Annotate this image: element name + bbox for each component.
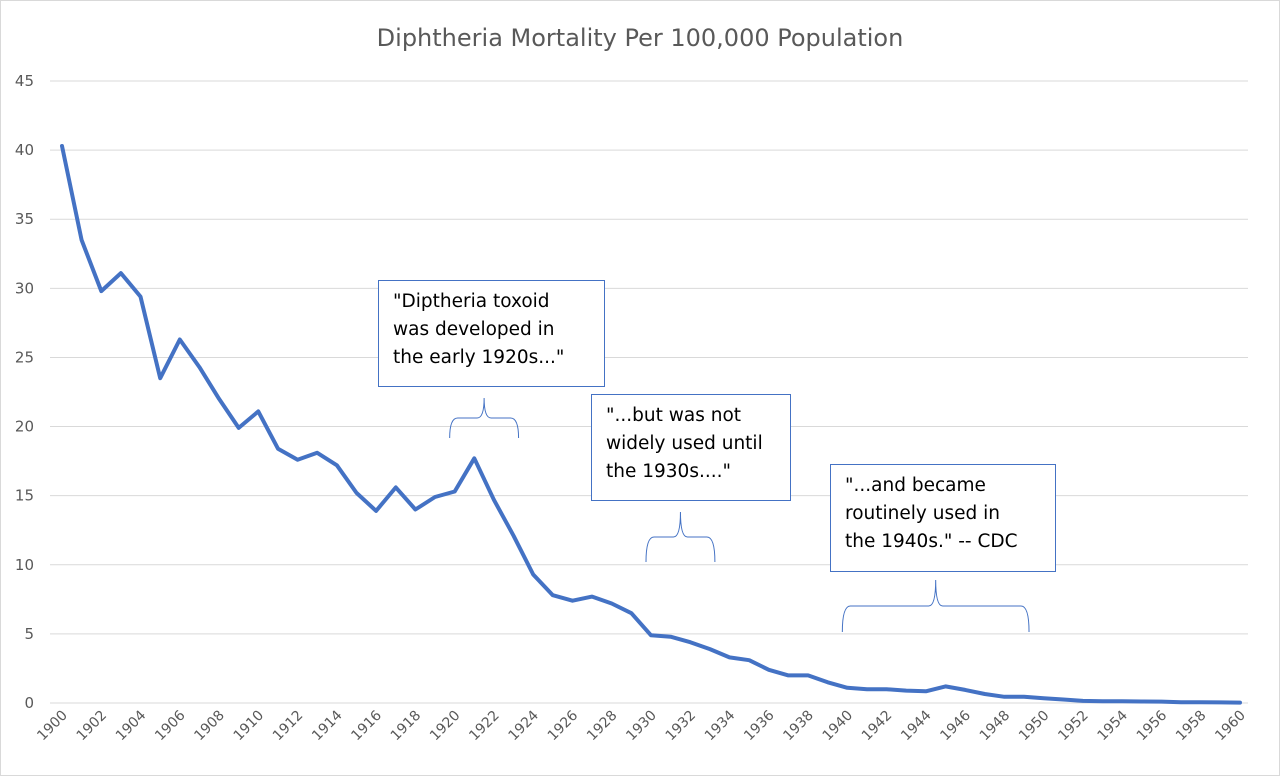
annotation-not-widely-used: "...but was not widely used until the 19… [591,394,791,501]
x-tick-label: 1904 [113,707,150,744]
y-tick-label: 35 [15,210,34,228]
x-tick-label: 1946 [937,707,974,744]
x-tick-label: 1906 [152,707,189,744]
y-tick-label: 5 [24,625,34,643]
y-tick-label: 40 [15,141,34,159]
x-tick-label: 1910 [231,708,268,745]
x-tick-label: 1918 [388,708,425,745]
x-tick-label: 1930 [623,708,660,745]
x-tick-label: 1928 [584,708,621,745]
x-tick-label: 1932 [663,708,700,745]
x-tick-label: 1960 [1212,708,1249,745]
x-tick-label: 1922 [466,708,503,745]
x-tick-label: 1920 [427,708,464,745]
annotation-brace [841,579,1030,633]
x-tick-label: 1912 [270,708,307,745]
x-tick-label: 1944 [898,707,935,744]
y-tick-label: 10 [15,556,34,574]
x-tick-label: 1952 [1055,708,1092,745]
y-tick-label: 45 [15,72,34,90]
x-tick-label: 1938 [780,708,817,745]
y-tick-label: 0 [24,694,34,712]
x-tick-label: 1926 [545,707,582,744]
x-tick-label: 1908 [191,708,228,745]
x-tick-label: 1934 [702,707,739,744]
x-tick-label: 1954 [1095,707,1132,744]
x-tick-label: 1940 [820,708,857,745]
y-tick-label: 15 [15,487,34,505]
annotation-routinely-used: "...and became routinely used in the 194… [830,464,1056,572]
x-tick-label: 1916 [348,707,385,744]
x-tick-label: 1958 [1173,708,1210,745]
y-tick-label: 30 [15,279,34,297]
x-tick-label: 1936 [741,707,778,744]
x-tick-label: 1902 [74,708,111,745]
chart-title: Diphtheria Mortality Per 100,000 Populat… [377,24,904,52]
x-tick-label: 1942 [859,708,896,745]
annotation-toxoid-developed: "Diptheria toxoid was developed in the e… [378,280,605,387]
x-tick-label: 1950 [1016,708,1053,745]
x-tick-label: 1900 [34,708,71,745]
x-tick-label: 1956 [1134,707,1171,744]
x-tick-label: 1924 [506,707,543,744]
annotation-brace [645,511,716,563]
annotation-brace [449,397,520,439]
x-tick-label: 1948 [977,708,1014,745]
y-tick-label: 20 [15,418,34,436]
y-tick-label: 25 [15,348,34,366]
x-tick-label: 1914 [309,707,346,744]
